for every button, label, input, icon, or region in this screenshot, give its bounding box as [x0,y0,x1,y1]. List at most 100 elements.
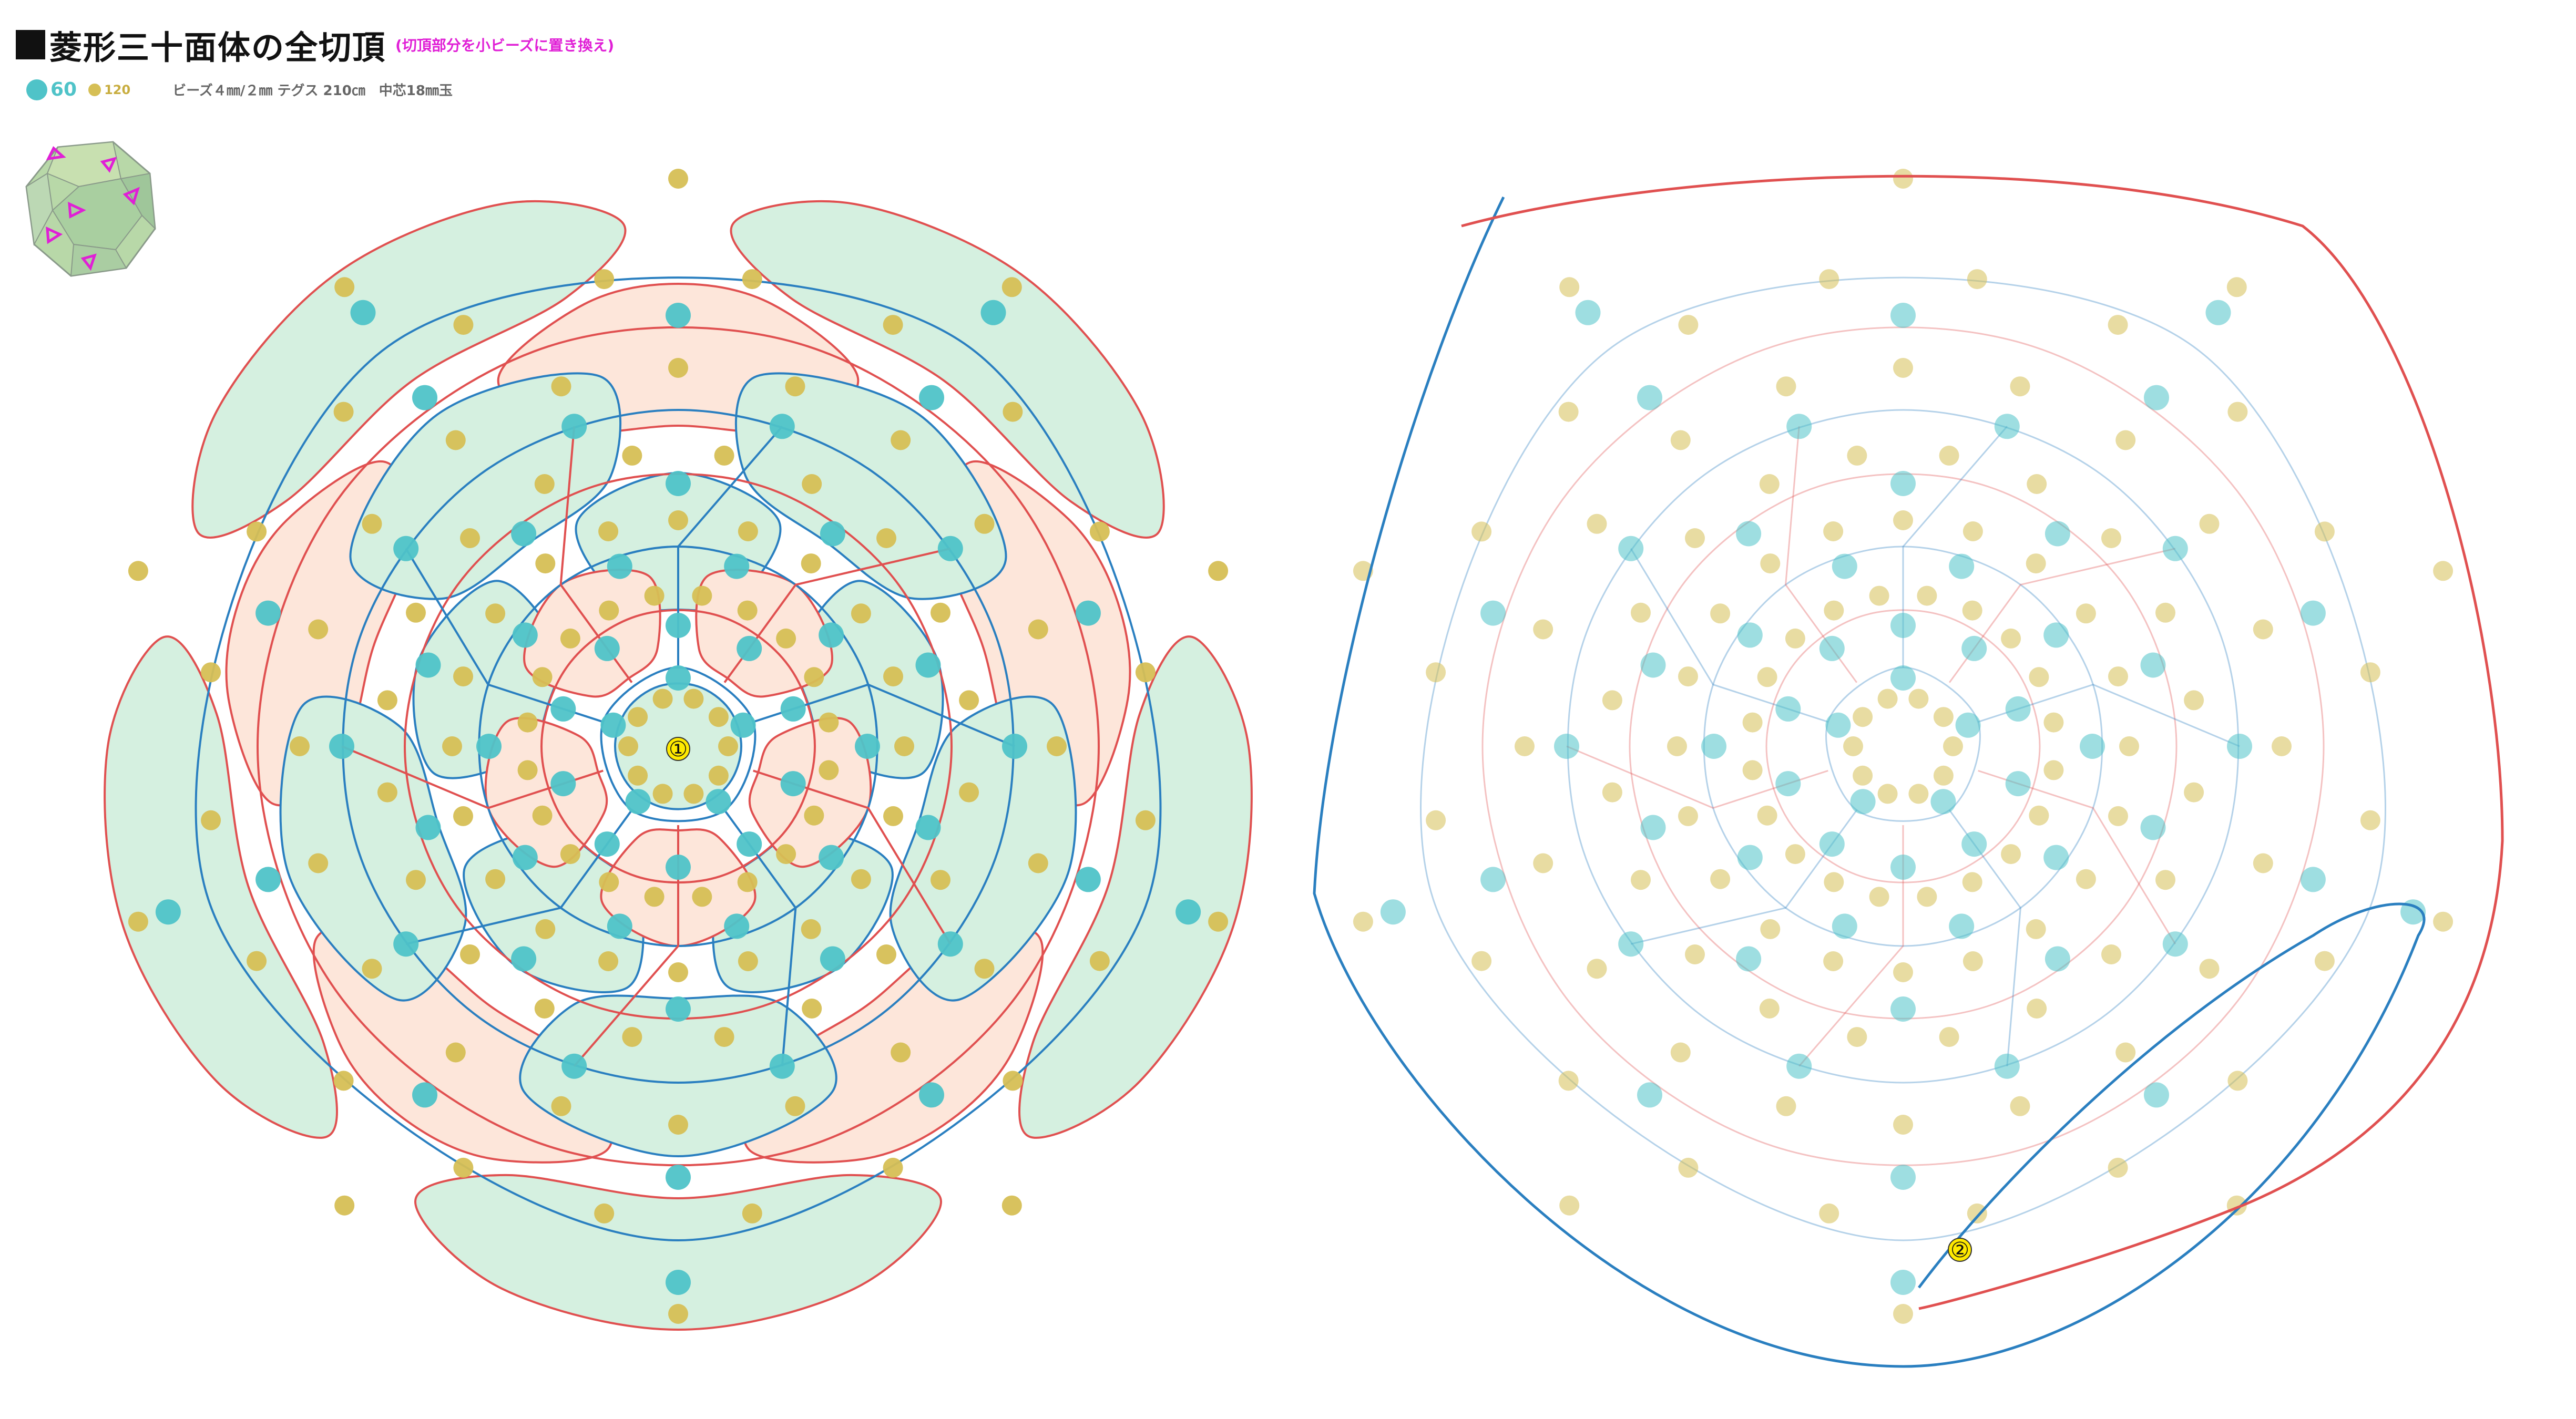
small-bead [2108,666,2128,687]
large-bead [476,734,502,759]
small-bead [2155,870,2175,890]
small-bead [742,269,762,290]
large-bead [819,622,844,648]
small-bead [535,919,556,939]
small-bead [644,887,665,907]
small-bead [2155,602,2175,623]
small-bead [683,688,704,709]
small-bead [1908,688,1929,709]
small-bead [891,430,911,450]
large-bead [415,815,441,840]
mid-green-lobe [279,695,467,1002]
small-bead [2226,277,2247,297]
large-bead-count: 60 [50,79,77,100]
small-bead [1003,1071,1023,1091]
small-bead [1515,736,1535,756]
small-bead [290,736,310,756]
small-bead [2199,513,2220,534]
small-bead [683,784,704,804]
large-bead [1819,635,1845,661]
small-bead [1819,1203,1839,1223]
thread-ring [195,276,1162,1242]
large-bead [937,931,963,957]
large-bead [2205,300,2231,325]
small-bead [1602,690,1622,711]
large-bead [1380,899,1406,925]
small-bead [1962,600,1982,621]
large-bead [2045,521,2070,547]
large-bead [666,613,691,638]
title-square-icon [16,30,45,59]
small-bead [1685,944,1705,964]
small-bead [2199,959,2220,979]
polyhedron-icon [25,141,156,277]
small-bead [1471,521,1492,542]
large-bead [1701,734,1726,759]
large-bead [1832,913,1857,939]
step-marker-circle [666,737,690,761]
large-bead [724,913,750,939]
small-bead [891,1042,911,1063]
large-bead [2140,815,2166,840]
small-bead [1819,269,1839,290]
small-bead [883,806,903,826]
small-bead [959,782,979,803]
small-bead [1742,760,1763,780]
large-bead [666,1270,691,1295]
large-bead [1075,867,1101,892]
large-bead [2144,1082,2169,1108]
large-bead [255,600,281,626]
small-bead [460,944,480,964]
large-bead [600,712,626,738]
header: 菱形三十面体の全切頂 (切頂部分を小ビーズに置き換え) 60 120 ビーズ４㎜/２㎜… [16,21,1067,116]
blue-outline-thread [1313,196,2426,1368]
small-bead [1208,561,1229,581]
small-bead [2119,736,2139,756]
large-bead [594,831,620,857]
large-bead [415,652,441,678]
large-bead [511,946,537,972]
large-bead [1994,1053,2020,1079]
large-bead [1640,652,1666,678]
small-bead [594,1203,615,1223]
small-bead [622,445,642,466]
small-bead [1757,805,1777,826]
large-bead [1890,1270,1916,1295]
small-bead [737,600,758,621]
small-bead [819,760,839,780]
small-bead [1759,999,1780,1019]
large-bead [511,521,537,547]
small-bead [708,765,729,786]
large-bead [730,712,756,738]
small-bead [1776,1096,1796,1116]
large-bead [1736,946,1762,972]
small-bead [2272,736,2292,756]
small-bead [618,736,638,756]
small-bead [2433,561,2454,581]
small-bead [876,528,896,548]
large-bead [666,996,691,1022]
small-bead [1933,707,1954,727]
materials-note: ビーズ４㎜/２㎜ テグス 210㎝ 中芯18㎜玉 [172,83,453,99]
small-bead [247,951,267,971]
large-bead [1637,385,1662,410]
small-bead [1967,269,1987,290]
large-bead [666,665,691,691]
large-bead [1890,471,1916,496]
step-marker: ② [1948,1238,1972,1262]
small-bead [974,959,995,979]
step-marker-label: ① [669,737,688,762]
small-bead [1847,445,1867,466]
small-bead [801,919,821,939]
large-bead [1825,712,1851,738]
small-bead [2076,603,2096,624]
thread-ring [403,472,953,1020]
large-bead [2300,867,2326,892]
small-bead [714,445,734,466]
small-bead [1759,474,1780,494]
small-bead [2184,782,2204,803]
small-bead [1824,600,1844,621]
small-bead [406,602,426,623]
large-bead [1890,665,1916,691]
thread-ring [1567,409,2240,1084]
